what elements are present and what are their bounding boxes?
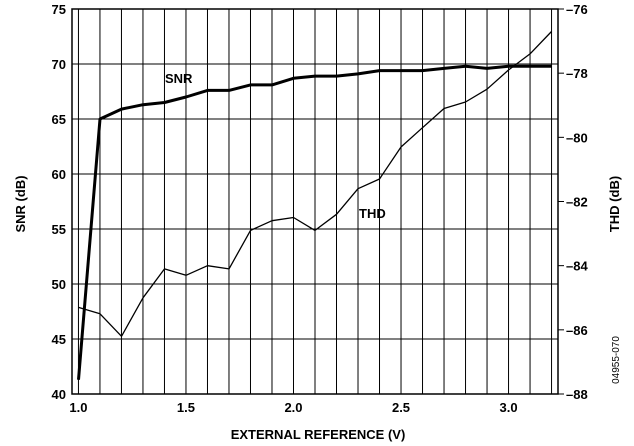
x-tick-label: 2.0 [284,400,302,415]
x-tick-label: 3.0 [500,400,518,415]
y-axis-title-left: SNR (dB) [13,175,28,232]
y-right-tick-label: –82 [566,195,588,210]
y-right-tick-label: –78 [566,66,588,81]
tick-labels: 1.0 1.5 2.0 2.5 3.0 40 45 50 55 60 65 70 75 –88 –86 –84… [52,2,589,415]
y-right-tick-label: –88 [566,387,588,402]
series-label-thd: THD [359,206,386,221]
x-tick-label: 2.5 [392,400,410,415]
y-left-tick-label: 75 [52,2,66,17]
y-right-tick-label: –80 [566,130,588,145]
y-right-tick-label: –86 [566,323,588,338]
series-lines [77,31,552,380]
x-axis-title: EXTERNAL REFERENCE (V) [231,427,406,442]
series-line-thd [78,31,552,337]
figure-id: 04955-070 [611,336,622,384]
y-left-tick-label: 50 [52,277,66,292]
y-right-tick-label: –84 [566,259,588,274]
y-left-tick-label: 60 [52,167,66,182]
y-left-tick-label: 40 [52,387,66,402]
x-tick-label: 1.0 [69,400,87,415]
y-left-tick-label: 65 [52,112,66,127]
y-axis-title-right: THD (dB) [607,176,622,232]
x-tick-label: 1.5 [177,400,195,415]
series-line-snr [77,64,552,380]
y-left-tick-label: 45 [52,332,66,347]
y-right-tick-label: –76 [566,2,588,17]
series-label-snr: SNR [165,71,193,86]
y-left-tick-label: 55 [52,222,66,237]
chart-grid [72,9,558,394]
y-left-tick-label: 70 [52,57,66,72]
